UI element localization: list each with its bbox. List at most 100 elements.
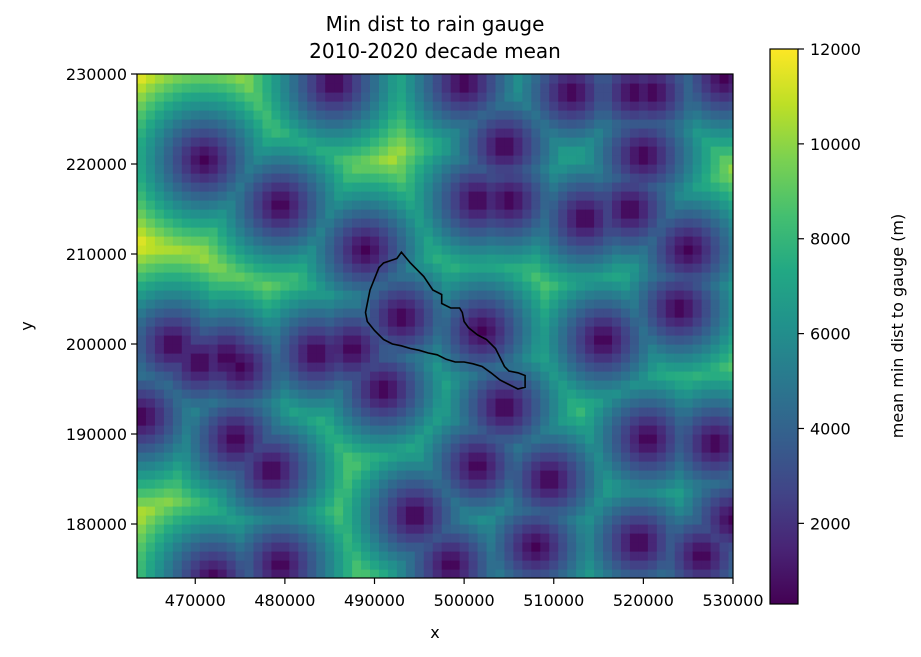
heatmap-cell [567,326,577,336]
heatmap-cell [513,173,523,183]
heatmap-cell [414,110,425,120]
heatmap-cell [692,407,703,417]
heatmap-cell [199,497,210,507]
heatmap-cell [567,389,577,399]
heatmap-cell [701,443,712,453]
heatmap-cell [540,551,550,561]
heatmap-cell [558,335,568,345]
heatmap-cell [262,281,273,291]
heatmap-cell [683,155,694,165]
heatmap-cell [226,416,237,426]
heatmap-cell [280,407,290,417]
heatmap-cell [190,218,201,228]
heatmap-cell [154,542,165,552]
heatmap-cell [405,461,416,471]
heatmap-cell [692,416,703,426]
heatmap-cell [504,263,515,273]
heatmap-cell [316,227,326,237]
heatmap-cell [423,146,434,156]
heatmap-cell [262,164,273,174]
heatmap-cell [262,362,273,372]
heatmap-cell [674,137,685,147]
heatmap-cell [217,137,228,147]
heatmap-cell [450,569,461,578]
heatmap-cell [145,191,156,201]
heatmap-cell [513,416,523,426]
heatmap-cell [280,173,290,183]
heatmap-cell [414,119,425,129]
heatmap-cell [289,155,299,165]
heatmap-cell [531,335,541,345]
heatmap-cell [370,551,380,561]
heatmap-cell [181,515,192,525]
heatmap-cell [172,146,183,156]
heatmap-cell [414,470,425,480]
heatmap-cell [280,191,290,201]
heatmap-cell [728,281,733,291]
heatmap-cell [486,236,497,246]
heatmap-cell [423,344,434,354]
heatmap-cell [441,137,452,147]
heatmap-cell [334,290,344,300]
heatmap-cell [316,353,326,363]
heatmap-cell [361,128,371,138]
heatmap-cell [432,362,443,372]
heatmap-cell [226,272,237,282]
heatmap-cell [674,299,685,309]
heatmap-cell [468,191,479,201]
heatmap-cell [701,524,712,534]
heatmap-cell [262,569,273,578]
heatmap-cell [585,137,595,147]
heatmap-cell [199,452,210,462]
heatmap-cell [352,128,362,138]
heatmap-cell [495,263,506,273]
heatmap-cell [674,479,685,489]
heatmap-cell [504,569,515,578]
heatmap-cell [728,200,733,210]
heatmap-cell [361,182,371,192]
heatmap-cell [361,218,371,228]
heatmap-cell [495,110,506,120]
heatmap-cell [576,299,586,309]
heatmap-cell [226,155,237,165]
heatmap-cell [450,281,461,291]
heatmap-cell [343,452,353,462]
heatmap-cell [298,299,308,309]
heatmap-cell [271,362,281,372]
heatmap-cell [674,254,685,264]
heatmap-cell [594,290,604,300]
heatmap-cell [370,434,380,444]
heatmap-cell [594,533,604,543]
heatmap-cell [612,272,622,282]
heatmap-cell [665,173,676,183]
heatmap-cell [352,110,362,120]
heatmap-cell [674,452,685,462]
heatmap-cell [683,335,694,345]
heatmap-cell [414,227,425,237]
heatmap-cell [405,515,416,525]
heatmap-cell [468,128,479,138]
heatmap-cell [244,515,255,525]
heatmap-cell [558,281,568,291]
heatmap-cell [262,488,273,498]
heatmap-cell [423,218,434,228]
heatmap-cell [504,551,515,561]
heatmap-cell [495,425,506,435]
heatmap-cell [638,353,649,363]
heatmap-cell [647,371,658,381]
heatmap-cell [145,335,156,345]
heatmap-cell [459,398,470,408]
heatmap-cell [154,398,165,408]
heatmap-cell [145,407,156,417]
heatmap-cell [190,146,201,156]
heatmap-cell [289,461,299,471]
heatmap-cell [719,299,730,309]
heatmap-cell [387,236,398,246]
heatmap-cell [522,236,532,246]
heatmap-cell [441,443,452,453]
heatmap-cell [423,452,434,462]
heatmap-cell [728,308,733,318]
heatmap-cell [719,92,730,102]
heatmap-cell [244,227,255,237]
heatmap-cell [432,443,443,453]
